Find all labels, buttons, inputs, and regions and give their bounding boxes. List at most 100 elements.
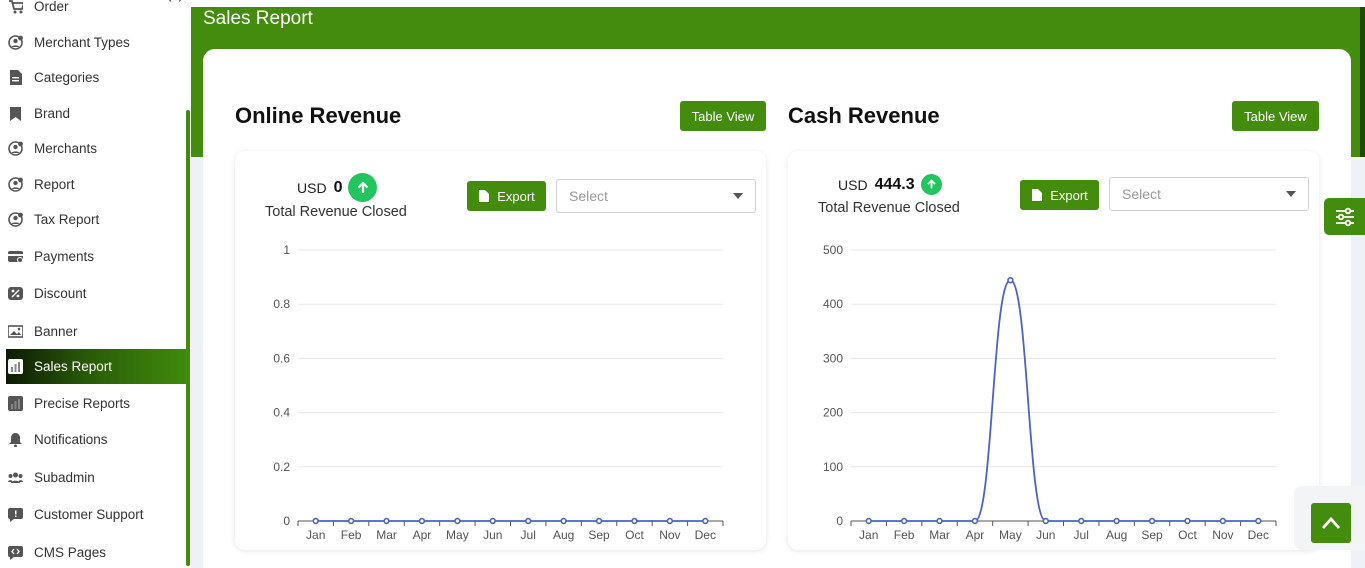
cash-currency: USD <box>838 176 868 193</box>
user-settings-icon <box>7 177 23 193</box>
document-icon <box>7 70 23 86</box>
y-tick-label: 300 <box>823 351 843 365</box>
sidebar-item-cms-pages[interactable]: CMS Pages <box>6 535 186 568</box>
sidebar-item-label: Categories <box>34 70 100 85</box>
sidebar-item-order[interactable]: Order (0) <box>6 0 186 24</box>
sidebar-item-label: Subadmin <box>34 470 95 485</box>
sidebar-item-tax-report[interactable]: Tax Report <box>6 202 186 237</box>
bell-icon <box>7 432 23 448</box>
cash-export-label: Export <box>1050 187 1088 203</box>
chevron-down-icon <box>733 193 743 199</box>
x-tick-label: Aug <box>553 528 574 542</box>
online-revenue-summary: USD 0 <box>297 173 378 202</box>
card-icon <box>7 249 23 265</box>
sidebar-item-customer-support[interactable]: Customer Support <box>6 497 186 532</box>
y-tick-label: 0.6 <box>273 351 290 365</box>
sidebar-item-label: Banner <box>34 324 78 339</box>
sidebar-item-precise-reports[interactable]: Precise Reports <box>6 386 186 421</box>
sidebar-item-sales-report[interactable]: Sales Report <box>6 349 186 384</box>
x-tick-label: Dec <box>1248 528 1269 542</box>
online-export-label: Export <box>497 188 535 204</box>
sidebar-scrollbar[interactable] <box>186 110 190 566</box>
sidebar-item-label: Report <box>34 177 75 192</box>
sidebar-item-notifications[interactable]: Notifications <box>6 422 186 457</box>
data-point <box>347 517 355 525</box>
x-tick-label: Jul <box>521 528 536 542</box>
sidebar-item-label: Order <box>34 0 69 14</box>
sidebar-item-label: Merchants <box>34 141 98 156</box>
sidebar-item-merchants[interactable]: Merchants <box>6 131 186 166</box>
y-tick-label: 0.4 <box>273 406 290 420</box>
discount-icon <box>7 286 23 302</box>
y-tick-label: 400 <box>823 297 843 311</box>
data-point <box>1255 517 1262 525</box>
y-tick-label: 0 <box>836 514 843 528</box>
data-point <box>560 517 567 525</box>
sidebar-item-label: Merchant Types <box>34 35 130 50</box>
cash-revenue-card: USD 444.3 Total Revenue Closed Export Se… <box>788 151 1319 550</box>
sidebar-item-label: CMS Pages <box>34 545 107 560</box>
chat-icon <box>7 507 23 523</box>
sidebar-item-merchant-types[interactable]: Merchant Types <box>6 25 186 60</box>
sidebar-item-subadmin[interactable]: Subadmin <box>6 460 186 495</box>
x-tick-label: Oct <box>1178 528 1197 542</box>
cash-export-button[interactable]: Export <box>1020 180 1099 210</box>
y-tick-label: 100 <box>823 460 843 474</box>
x-tick-label: May <box>999 528 1022 542</box>
sidebar-item-label: Tax Report <box>34 212 100 227</box>
data-point <box>312 517 319 525</box>
sidebar-item-categories[interactable]: Categories <box>6 60 186 95</box>
chart-icon <box>7 396 23 412</box>
y-tick-label: 0.2 <box>273 460 290 474</box>
x-tick-label: Jan <box>306 528 325 542</box>
data-point <box>1078 517 1085 525</box>
online-export-button[interactable]: Export <box>467 181 546 211</box>
sidebar-item-label: Notifications <box>34 432 108 447</box>
cash-revenue-summary: USD 444.3 <box>838 174 942 195</box>
online-currency: USD <box>297 179 327 196</box>
chevron-down-icon <box>1286 191 1296 197</box>
online-revenue-title: Online Revenue <box>235 103 402 128</box>
data-point <box>1219 517 1227 525</box>
data-point <box>666 517 674 525</box>
x-tick-label: May <box>446 528 469 542</box>
bookmark-icon <box>7 106 23 122</box>
x-tick-label: Jun <box>1036 528 1055 542</box>
online-revenue-label: Total Revenue Closed <box>265 204 407 220</box>
data-point <box>936 517 943 525</box>
sidebar-item-discount[interactable]: Discount <box>6 276 186 311</box>
sidebar-item-label: Brand <box>34 106 71 121</box>
file-icon <box>1032 189 1043 201</box>
sidebar-item-label: Customer Support <box>34 507 144 522</box>
user-settings-icon <box>7 141 23 157</box>
x-tick-label: Jun <box>483 528 502 542</box>
settings-drawer-button[interactable] <box>1324 198 1365 235</box>
y-tick-label: 500 <box>823 243 843 257</box>
sidebar-item-label: Payments <box>34 249 95 264</box>
sidebar-item-banner[interactable]: Banner <box>6 314 186 349</box>
cart-icon <box>7 0 23 15</box>
x-tick-label: Feb <box>341 528 362 542</box>
data-point <box>971 517 979 525</box>
online-period-select[interactable]: Select <box>556 179 756 213</box>
image-icon <box>7 324 23 340</box>
online-table-view-button[interactable]: Table View <box>680 101 766 131</box>
cash-amount: 444.3 <box>874 175 915 193</box>
scroll-to-top-button[interactable] <box>1311 503 1351 543</box>
file-icon <box>479 190 490 202</box>
data-point <box>900 517 908 525</box>
sidebar-item-payments[interactable]: Payments <box>6 239 186 274</box>
cash-period-select[interactable]: Select <box>1109 177 1309 211</box>
online-select-placeholder: Select <box>569 188 608 204</box>
x-tick-label: Oct <box>625 528 644 542</box>
x-tick-label: Sep <box>1141 528 1163 542</box>
cash-revenue-label: Total Revenue Closed <box>818 200 960 216</box>
x-tick-label: Mar <box>376 528 397 542</box>
series-line <box>868 279 1259 522</box>
cash-table-view-button[interactable]: Table View <box>1232 101 1319 131</box>
sidebar-item-report[interactable]: Report <box>6 167 186 202</box>
data-point <box>1148 517 1156 525</box>
sidebar-item-brand[interactable]: Brand <box>6 96 186 131</box>
data-point <box>595 517 603 525</box>
